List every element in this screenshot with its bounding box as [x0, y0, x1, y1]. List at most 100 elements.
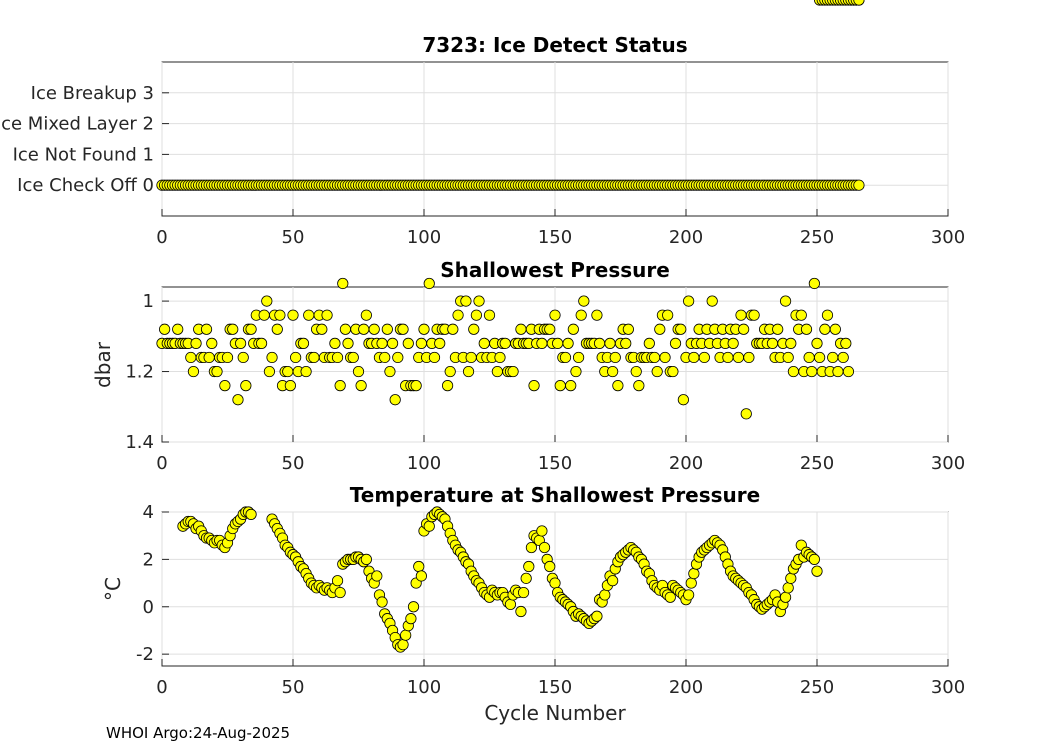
- pressure-point: [172, 323, 184, 335]
- temperature-point: [423, 520, 435, 532]
- pressure-xtick-label: 100: [407, 453, 441, 474]
- pressure-point: [782, 351, 794, 364]
- pressure-panel: Shallowest Pressure dbar 0 50 100 150 200 250…: [91, 0, 965, 474]
- pressure-point: [688, 351, 700, 364]
- pressure-point: [821, 309, 834, 321]
- pressure-point: [368, 323, 380, 335]
- pressure-point: [554, 380, 566, 392]
- pressure-point: [337, 277, 349, 290]
- pressure-point: [609, 351, 621, 364]
- temperature-point: [549, 577, 561, 589]
- temperature-point: [515, 605, 527, 618]
- temperature-point: [779, 591, 792, 603]
- temperature-xtick-label: 0: [156, 677, 167, 698]
- pressure-point: [667, 365, 679, 378]
- pressure-point: [575, 309, 587, 321]
- pressure-point: [840, 337, 852, 349]
- pressure-point: [284, 380, 296, 392]
- temperature-ytick-label: 4: [143, 502, 154, 523]
- pressure-xtick-label: 0: [156, 453, 167, 474]
- ice-status-title: 7323: Ice Detect Status: [422, 33, 687, 57]
- pressure-point: [722, 351, 734, 364]
- pressure-point: [473, 295, 485, 307]
- pressure-point: [190, 337, 202, 349]
- temperature-point: [525, 541, 538, 554]
- pressure-point: [465, 351, 477, 364]
- pressure-point: [347, 351, 359, 364]
- temperature-point: [397, 639, 409, 651]
- ice-status-ticks: 0 50 100 150 200 250 300 Ice Check Off 0 Ice Not…: [0, 83, 965, 248]
- pressure-point: [622, 323, 634, 335]
- pressure-point: [536, 337, 548, 349]
- pressure-point: [321, 309, 333, 321]
- pressure-point: [329, 337, 341, 349]
- pressure-point: [562, 337, 574, 349]
- pressure-point: [549, 309, 561, 321]
- pressure-point: [384, 365, 396, 378]
- pressure-point: [470, 309, 482, 321]
- pressure-point: [245, 323, 257, 335]
- temperature-point: [664, 591, 676, 603]
- pressure-point: [271, 323, 283, 335]
- footer-note: WHOI Argo:24-Aug-2025: [106, 724, 291, 742]
- pressure-point: [648, 351, 661, 364]
- pressure-point: [698, 351, 710, 364]
- pressure-point: [462, 365, 475, 378]
- pressure-point: [397, 323, 409, 335]
- pressure-point: [800, 323, 813, 335]
- temperature-point: [331, 575, 344, 587]
- pressure-point: [441, 380, 454, 392]
- temperature-point: [688, 567, 700, 580]
- ice-status-ytick-label: Ice Not Found 1: [13, 144, 154, 165]
- pressure-point: [507, 365, 519, 378]
- pressure-point: [221, 351, 234, 364]
- pressure-xtick-label: 200: [669, 453, 703, 474]
- ice-status-xtick-label: 100: [407, 227, 441, 248]
- temperature-point: [536, 525, 548, 537]
- pressure-point: [200, 323, 213, 335]
- temperature-xtick-label: 50: [282, 677, 305, 698]
- pressure-point: [352, 365, 365, 378]
- pressure-point: [392, 351, 404, 364]
- pressure-point: [355, 380, 367, 392]
- pressure-point: [578, 295, 590, 307]
- pressure-point: [743, 351, 755, 364]
- temperature-point: [517, 586, 530, 599]
- temperature-point: [504, 598, 517, 611]
- pressure-point: [389, 394, 401, 406]
- pressure-point: [552, 337, 564, 349]
- pressure-point: [570, 365, 582, 378]
- ice-status-xtick-label: 300: [931, 227, 965, 248]
- pressure-point: [669, 337, 682, 349]
- temperature-xtick-label: 100: [407, 677, 441, 698]
- temperature-point: [599, 589, 611, 601]
- pressure-point: [779, 295, 792, 307]
- temperature-point: [371, 570, 383, 582]
- pressure-points: [156, 0, 865, 420]
- pressure-point: [806, 365, 818, 378]
- pressure-point: [290, 351, 302, 364]
- pressure-point: [303, 309, 315, 321]
- ice-status-xtick-label: 0: [156, 227, 167, 248]
- pressure-point: [444, 365, 456, 378]
- temperature-xtick-label: 300: [931, 677, 965, 698]
- pressure-point: [297, 337, 310, 349]
- pressure-point: [255, 337, 268, 349]
- pressure-point: [651, 365, 663, 378]
- pressure-point: [544, 323, 556, 335]
- pressure-point: [814, 351, 826, 364]
- pressure-point: [604, 337, 616, 349]
- pressure-point: [829, 323, 841, 335]
- temperature-point: [415, 570, 427, 582]
- pressure-point: [376, 337, 388, 349]
- pressure-point: [785, 337, 797, 349]
- pressure-point: [316, 323, 328, 335]
- pressure-point: [287, 309, 299, 321]
- pressure-point: [240, 380, 252, 392]
- ice-status-ytick-label: Ice Check Off 0: [17, 175, 154, 196]
- pressure-point: [643, 337, 655, 349]
- pressure-point: [423, 277, 435, 290]
- temperature-title: Temperature at Shallowest Pressure: [350, 483, 760, 507]
- pressure-point: [772, 323, 784, 335]
